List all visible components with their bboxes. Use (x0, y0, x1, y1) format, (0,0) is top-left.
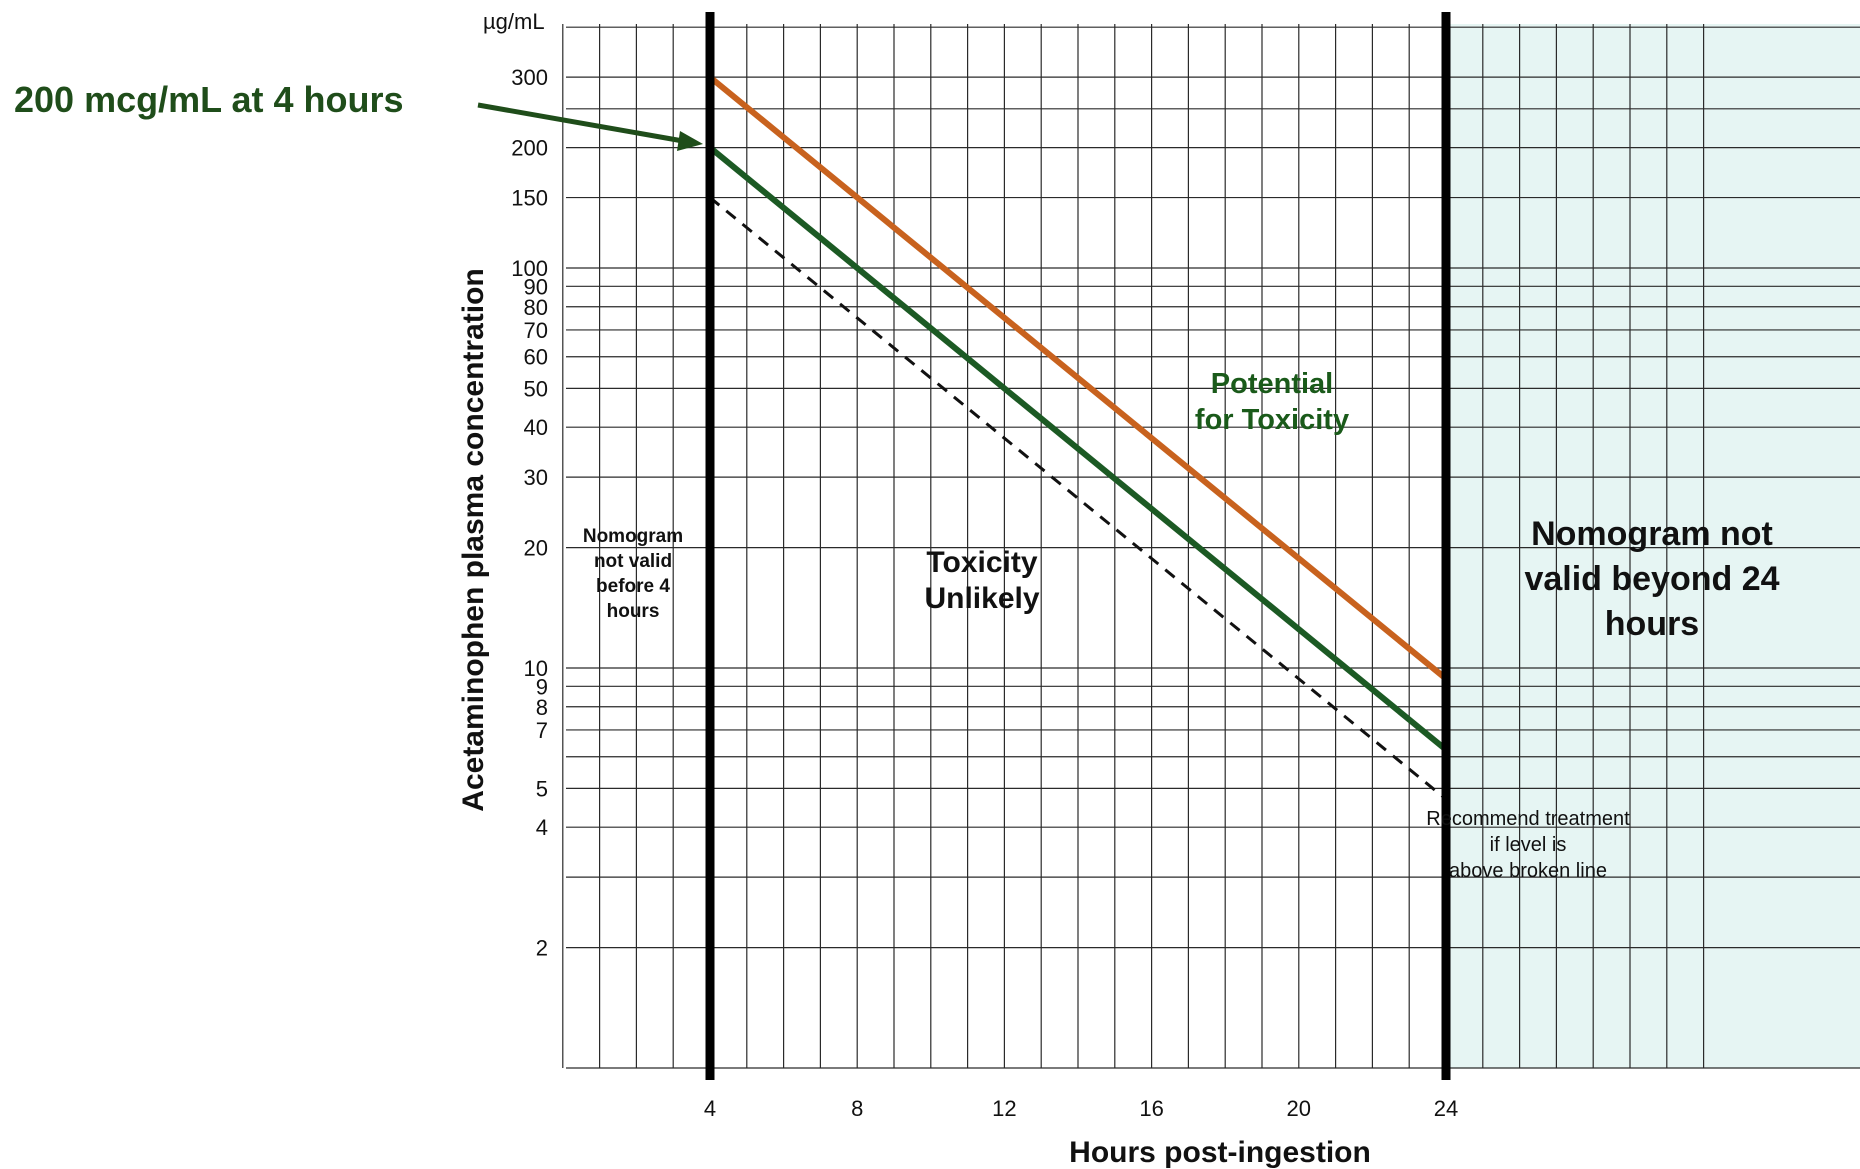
y-tick-label: 60 (524, 345, 548, 370)
y-tick-label: 2 (536, 936, 548, 961)
callout-label: 200 mcg/mL at 4 hours (14, 79, 403, 120)
y-tick-label: 4 (536, 815, 548, 840)
y-tick-label: 50 (524, 376, 548, 401)
y-axis-title: Acetaminophen plasma concentration (457, 268, 490, 811)
x-tick-label: 20 (1287, 1096, 1311, 1121)
y-tick-label: 80 (524, 295, 548, 320)
y-tick-label: 8 (536, 695, 548, 720)
y-tick-label: 7 (536, 718, 548, 743)
y-tick-label: 40 (524, 415, 548, 440)
annotation-not-valid-beyond: Nomogram not valid beyond 24 hours (1524, 515, 1779, 643)
series-line-treatment (709, 196, 1447, 801)
y-tick-label: 150 (511, 186, 548, 211)
annotation-recommend-treatment: Recommend treatment if level is above brok… (1426, 808, 1630, 882)
y-tick-label: 30 (524, 465, 548, 490)
x-tick-label: 12 (992, 1096, 1016, 1121)
x-tick-label: 4 (704, 1096, 716, 1121)
y-tick-label: 70 (524, 318, 548, 343)
y-tick-label: 200 (511, 136, 548, 161)
y-tick-label: 20 (524, 536, 548, 561)
y-tick-label: 9 (536, 674, 548, 699)
annotation-not-valid-before: Nomogram not valid before 4 hours (583, 526, 683, 622)
x-axis-title: Hours post-ingestion (1069, 1136, 1371, 1169)
callout-arrow (477, 102, 703, 151)
series-line-standard (708, 145, 1448, 752)
y-tick-label: 300 (511, 65, 548, 90)
annotation-potential-toxicity: Potential for Toxicity (1195, 368, 1349, 436)
y-tick-label: 5 (536, 776, 548, 801)
x-tick-label: 16 (1139, 1096, 1163, 1121)
x-tick-label: 24 (1434, 1096, 1458, 1121)
x-tick-label: 8 (851, 1096, 863, 1121)
y-tick-label: 10 (524, 656, 548, 681)
series-line-upper (708, 74, 1448, 682)
y-tick-label: 100 (511, 256, 548, 281)
annotation-toxicity-unlikely: Toxicity Unlikely (924, 546, 1039, 615)
y-tick-label: 90 (524, 274, 548, 299)
y-unit-label: µg/mL (483, 9, 545, 34)
